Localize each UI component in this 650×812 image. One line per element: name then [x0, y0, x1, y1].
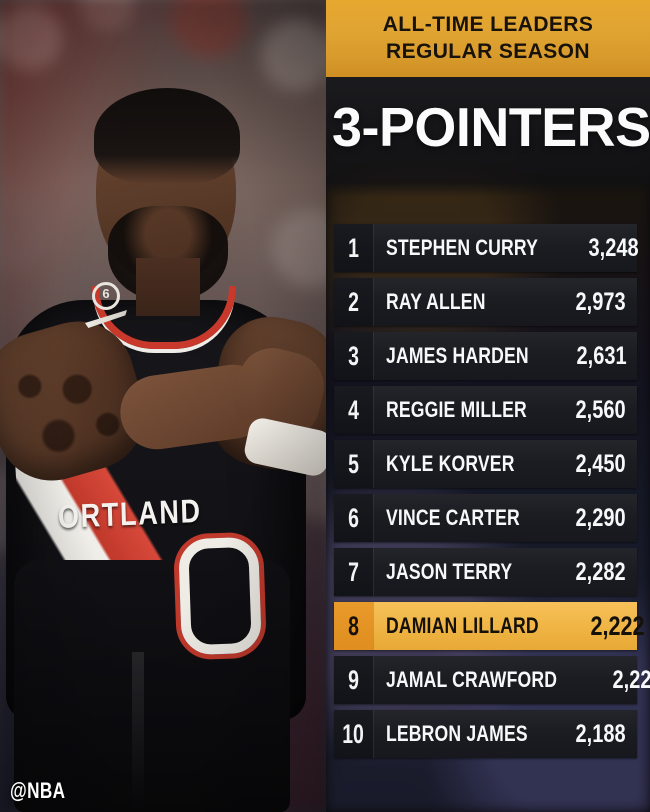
table-row: 1 STEPHEN CURRY 3,248 [334, 224, 639, 272]
row-player-name: STEPHEN CURRY [386, 235, 539, 260]
row-value: 2,221 [612, 665, 650, 694]
table-row: 4 REGGIE MILLER 2,560 [334, 386, 637, 434]
row-value: 2,560 [575, 395, 626, 424]
table-row: 5 KYLE KORVER 2,450 [334, 440, 637, 488]
header-line-2: REGULAR SEASON [386, 40, 590, 63]
player-hair [94, 88, 240, 184]
title-backdrop [326, 77, 650, 197]
row-rank: 4 [334, 386, 373, 434]
row-player-name: VINCE CARTER [386, 505, 520, 530]
row-rank: 7 [334, 548, 373, 596]
table-row: 9 JAMAL CRAWFORD 2,221 [334, 656, 650, 704]
table-row: 6 VINCE CARTER 2,290 [334, 494, 637, 542]
table-row: 3 JAMES HARDEN 2,631 [334, 332, 637, 380]
table-row: 7 JASON TERRY 2,282 [334, 548, 637, 596]
player-figure: 6 ORTLAND [0, 88, 326, 812]
row-player-name: RAY ALLEN [386, 289, 486, 314]
table-row: 10 LEBRON JAMES 2,188 [334, 710, 637, 758]
row-rank: 8 [334, 602, 373, 650]
row-value: 2,290 [575, 503, 626, 532]
row-value: 2,222 [590, 610, 645, 641]
row-rank: 3 [334, 332, 373, 380]
player-shorts [14, 560, 290, 812]
row-rank: 6 [334, 494, 373, 542]
row-value: 2,282 [575, 557, 626, 586]
table-row: 2 RAY ALLEN 2,973 [334, 278, 637, 326]
leaderboard-panel: ALL-TIME LEADERS REGULAR SEASON 3-POINTE… [326, 0, 650, 812]
row-rank: 2 [334, 278, 373, 326]
row-value: 2,973 [575, 287, 626, 316]
row-value: 2,631 [576, 341, 627, 370]
row-player-name: JAMAL CRAWFORD [386, 667, 558, 692]
row-value: 2,188 [575, 719, 626, 748]
header-text: ALL-TIME LEADERS REGULAR SEASON [326, 11, 650, 65]
row-rank: 9 [334, 656, 373, 704]
jersey-number [178, 536, 262, 656]
row-value: 3,248 [588, 233, 639, 262]
jersey-patch-number: 6 [92, 282, 120, 310]
page-title: 3-POINTERS MADE [332, 96, 650, 158]
header-band: ALL-TIME LEADERS REGULAR SEASON [326, 0, 650, 77]
row-rank: 10 [334, 710, 373, 758]
row-player-name: KYLE KORVER [386, 451, 515, 476]
row-player-name: DAMIAN LILLARD [386, 613, 539, 638]
row-player-name: LEBRON JAMES [386, 721, 528, 746]
jersey-wordmark: ORTLAND [57, 491, 203, 535]
row-rank: 1 [334, 224, 373, 272]
leaderboard-list: 1 STEPHEN CURRY 3,248 2 RAY ALLEN 2,973 3 JAMES… [334, 224, 650, 764]
row-player-name: JASON TERRY [386, 559, 513, 584]
nba-watermark: @NBA [10, 778, 66, 803]
row-value: 2,450 [575, 449, 626, 478]
player-photo: 6 ORTLAND [0, 0, 326, 812]
table-row: 8 DAMIAN LILLARD 2,222 [334, 602, 645, 650]
player-neck [136, 258, 200, 316]
row-rank: 5 [334, 440, 373, 488]
header-line-1: ALL-TIME LEADERS [382, 13, 594, 36]
row-player-name: REGGIE MILLER [386, 397, 527, 422]
row-player-name: JAMES HARDEN [386, 343, 529, 368]
